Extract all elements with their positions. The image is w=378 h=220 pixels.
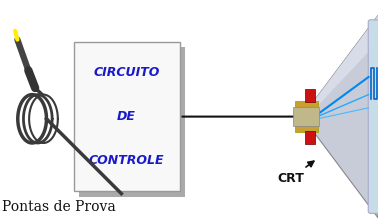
Bar bbox=[305, 131, 315, 144]
Text: Pontas de Prova: Pontas de Prova bbox=[2, 200, 116, 214]
Text: DE: DE bbox=[117, 110, 136, 123]
Bar bbox=[74, 42, 180, 191]
Bar bbox=[305, 89, 315, 102]
Bar bbox=[293, 107, 319, 126]
FancyBboxPatch shape bbox=[368, 20, 378, 213]
Polygon shape bbox=[314, 15, 378, 110]
Text: CONTROLE: CONTROLE bbox=[89, 154, 164, 167]
Bar bbox=[79, 47, 185, 197]
Polygon shape bbox=[314, 15, 378, 218]
Bar bbox=[295, 101, 318, 132]
Text: CRT: CRT bbox=[278, 161, 314, 185]
Text: CIRCUITO: CIRCUITO bbox=[93, 66, 160, 79]
